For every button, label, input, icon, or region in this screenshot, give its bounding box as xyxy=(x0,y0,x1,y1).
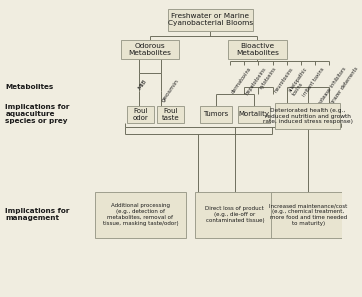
Text: Mortality: Mortality xyxy=(238,111,269,117)
Text: grazer deterrents: grazer deterrents xyxy=(330,67,359,105)
Text: protease inhibitors: protease inhibitors xyxy=(316,67,347,108)
FancyBboxPatch shape xyxy=(237,106,270,123)
Text: Tumors: Tumors xyxy=(203,111,228,117)
Text: Metabolites: Metabolites xyxy=(5,84,54,90)
FancyBboxPatch shape xyxy=(275,103,340,129)
Text: Foul
odor: Foul odor xyxy=(132,108,148,121)
FancyBboxPatch shape xyxy=(228,40,287,59)
FancyBboxPatch shape xyxy=(121,40,179,59)
Text: Deteriorated health (e.g.,
reduced nutrition and growth
rate, induced stress res: Deteriorated health (e.g., reduced nutri… xyxy=(262,108,353,124)
FancyBboxPatch shape xyxy=(168,9,253,31)
FancyBboxPatch shape xyxy=(127,106,153,123)
FancyBboxPatch shape xyxy=(157,106,184,123)
Text: Freshwater or Marine
Cyanobacterial Blooms: Freshwater or Marine Cyanobacterial Bloo… xyxy=(168,13,253,26)
Text: Bioactive
Metabolites: Bioactive Metabolites xyxy=(236,43,279,56)
Text: Direct loss of product
(e.g., die-off or
contaminated tissue): Direct loss of product (e.g., die-off or… xyxy=(206,206,264,223)
Text: Increased maintenance/cost
(e.g., chemical treatment,
more food and time needed
: Increased maintenance/cost (e.g., chemic… xyxy=(269,203,348,226)
Text: geosmin: geosmin xyxy=(160,78,180,103)
Text: neurotoxins: neurotoxins xyxy=(273,67,294,94)
Text: MIB: MIB xyxy=(138,78,148,91)
Text: allelopathic
toxins: allelopathic toxins xyxy=(287,67,313,97)
Text: irritant toxins: irritant toxins xyxy=(302,67,325,97)
Text: Odorous
Metabolites: Odorous Metabolites xyxy=(129,43,171,56)
Text: Implications for
aquaculture
species or prey: Implications for aquaculture species or … xyxy=(5,104,70,124)
Text: hepatotoxins: hepatotoxins xyxy=(245,67,268,96)
FancyBboxPatch shape xyxy=(271,192,346,238)
Text: cytotoxins: cytotoxins xyxy=(259,67,278,91)
FancyBboxPatch shape xyxy=(95,192,186,238)
Text: dermatoxins: dermatoxins xyxy=(231,67,253,95)
FancyBboxPatch shape xyxy=(200,106,232,123)
FancyBboxPatch shape xyxy=(195,192,274,238)
Text: Implications for
management: Implications for management xyxy=(5,208,70,221)
Text: Additional processing
(e.g., detection of
metabolites, removal of
tissue, maskin: Additional processing (e.g., detection o… xyxy=(102,203,178,226)
Text: Foul
taste: Foul taste xyxy=(162,108,180,121)
